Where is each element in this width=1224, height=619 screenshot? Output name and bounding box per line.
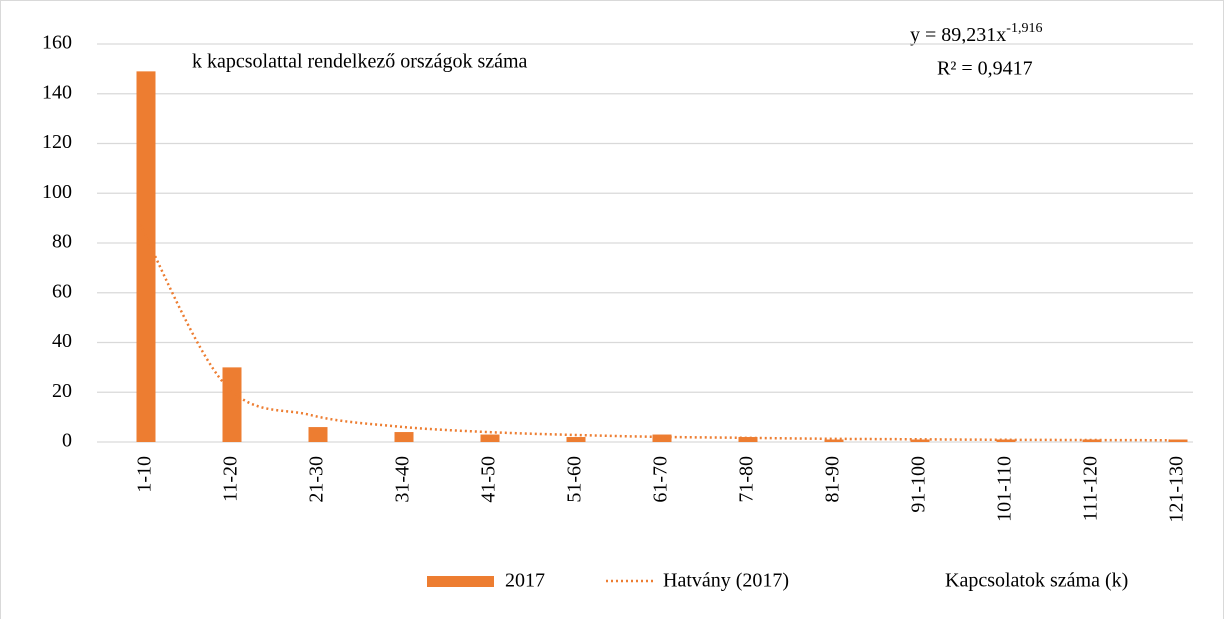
bar: [824, 439, 844, 442]
x-tick-label: 71-80: [736, 456, 758, 503]
bar: [222, 367, 242, 442]
y-tick-label: 60: [52, 280, 72, 302]
annotation: k kapcsolattal rendelkező országok száma: [192, 51, 528, 73]
bar: [910, 439, 930, 442]
y-tick-label: 140: [42, 81, 72, 103]
r-squared: R² = 0,9417: [937, 58, 1033, 80]
y-tick-label: 0: [62, 430, 72, 452]
equation-base: y = 89,231x: [910, 24, 1006, 46]
y-tick-label: 100: [42, 181, 72, 203]
x-tick-label: 121-130: [1166, 456, 1188, 523]
x-tick-label: 111-120: [1080, 456, 1102, 521]
y-tick-label: 40: [52, 330, 72, 352]
bar: [652, 434, 672, 442]
x-tick-label: 61-70: [650, 456, 672, 503]
x-tick-label: 31-40: [392, 456, 414, 503]
x-tick-label: 21-30: [306, 456, 328, 503]
bar: [308, 427, 328, 442]
bar: [1082, 439, 1102, 442]
bar: [136, 71, 156, 443]
y-tick-label: 160: [42, 32, 72, 54]
trendline: [136, 219, 1171, 442]
equation: y = 89,231x-1,916: [910, 21, 1042, 45]
bar: [738, 437, 758, 442]
x-tick-label: 51-60: [564, 456, 586, 503]
bar: [1168, 439, 1188, 442]
bar: [394, 432, 414, 442]
x-tick-label: 91-100: [908, 456, 930, 513]
bar: [566, 437, 586, 442]
bar: [480, 434, 500, 442]
y-tick-label: 80: [52, 231, 72, 253]
x-axis-label: Kapcsolatok száma (k): [945, 570, 1128, 592]
legend-swatch: [427, 576, 494, 587]
x-tick-label: 11-20: [220, 456, 242, 502]
y-tick-label: 20: [52, 380, 72, 402]
x-tick-label: 101-110: [994, 456, 1016, 522]
legend-label: Hatvány (2017): [663, 570, 789, 592]
y-tick-label: 120: [42, 131, 72, 153]
legend-label: 2017: [505, 570, 545, 592]
x-tick-label: 81-90: [822, 456, 844, 503]
x-tick-label: 41-50: [478, 456, 500, 503]
x-tick-label: 1-10: [134, 456, 156, 493]
equation-exponent: -1,916: [1006, 21, 1042, 36]
